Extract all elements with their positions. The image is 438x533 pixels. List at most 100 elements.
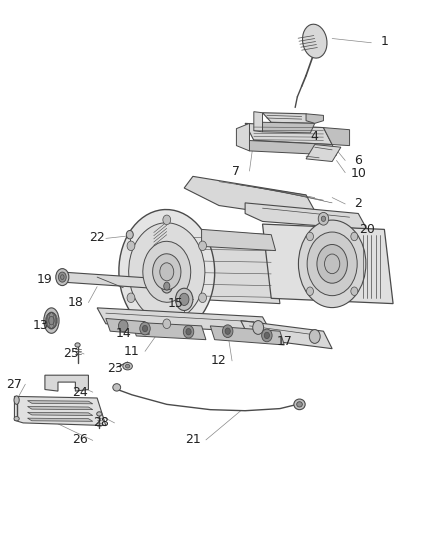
Ellipse shape <box>294 399 305 410</box>
Ellipse shape <box>119 209 215 334</box>
Polygon shape <box>28 407 93 410</box>
Text: 4: 4 <box>311 130 319 143</box>
Text: 11: 11 <box>124 345 140 358</box>
Ellipse shape <box>164 282 170 290</box>
Ellipse shape <box>58 272 66 282</box>
Circle shape <box>199 241 206 251</box>
Ellipse shape <box>125 365 130 368</box>
Text: 18: 18 <box>67 295 83 309</box>
Circle shape <box>351 287 358 295</box>
Circle shape <box>118 320 128 332</box>
Circle shape <box>142 325 148 332</box>
Polygon shape <box>237 123 250 151</box>
Polygon shape <box>241 320 332 349</box>
Polygon shape <box>245 140 336 155</box>
Text: 6: 6 <box>354 154 362 167</box>
Circle shape <box>184 325 194 338</box>
Circle shape <box>186 328 191 335</box>
Polygon shape <box>262 113 315 123</box>
Text: 21: 21 <box>185 433 201 446</box>
Ellipse shape <box>317 245 347 283</box>
Text: 20: 20 <box>359 223 375 236</box>
Polygon shape <box>58 272 184 290</box>
Circle shape <box>351 232 358 241</box>
Text: 13: 13 <box>33 319 49 333</box>
Ellipse shape <box>46 312 57 329</box>
Polygon shape <box>184 176 345 224</box>
Ellipse shape <box>60 274 64 279</box>
Circle shape <box>261 329 272 342</box>
Circle shape <box>199 293 206 303</box>
Ellipse shape <box>297 402 302 407</box>
Ellipse shape <box>49 317 54 325</box>
Ellipse shape <box>14 417 19 421</box>
Polygon shape <box>245 203 367 229</box>
Ellipse shape <box>44 308 59 333</box>
Ellipse shape <box>56 269 69 286</box>
Text: 25: 25 <box>63 348 79 360</box>
Ellipse shape <box>325 254 340 273</box>
Polygon shape <box>254 112 262 132</box>
Polygon shape <box>323 127 350 146</box>
Polygon shape <box>210 326 284 345</box>
Circle shape <box>307 287 314 295</box>
Text: 15: 15 <box>168 297 184 310</box>
Polygon shape <box>14 397 106 425</box>
Ellipse shape <box>123 362 132 370</box>
Text: 23: 23 <box>107 362 123 375</box>
Polygon shape <box>262 224 393 304</box>
Ellipse shape <box>180 293 189 305</box>
Ellipse shape <box>309 329 320 343</box>
Ellipse shape <box>176 288 193 311</box>
Text: 28: 28 <box>94 416 110 430</box>
Polygon shape <box>97 308 271 333</box>
Text: 1: 1 <box>381 35 389 47</box>
Ellipse shape <box>161 279 172 293</box>
Ellipse shape <box>113 384 120 391</box>
Polygon shape <box>28 418 93 421</box>
Ellipse shape <box>143 241 191 302</box>
Polygon shape <box>201 229 276 251</box>
Text: 14: 14 <box>115 327 131 341</box>
Ellipse shape <box>303 24 327 58</box>
Text: 26: 26 <box>72 433 88 446</box>
Text: 7: 7 <box>233 165 240 177</box>
Circle shape <box>264 332 269 338</box>
Polygon shape <box>306 114 323 123</box>
Ellipse shape <box>160 263 174 281</box>
Text: 19: 19 <box>37 273 53 286</box>
Circle shape <box>140 322 150 335</box>
Ellipse shape <box>253 320 264 334</box>
Polygon shape <box>306 144 341 161</box>
Circle shape <box>225 328 230 334</box>
Ellipse shape <box>298 220 366 308</box>
Text: 10: 10 <box>350 167 366 180</box>
Ellipse shape <box>97 412 102 416</box>
Ellipse shape <box>14 396 19 405</box>
Polygon shape <box>45 375 88 391</box>
Circle shape <box>223 325 233 337</box>
Circle shape <box>307 232 314 241</box>
Ellipse shape <box>129 223 205 321</box>
Ellipse shape <box>75 343 80 347</box>
Text: 2: 2 <box>354 197 362 211</box>
Circle shape <box>126 230 133 239</box>
Text: 24: 24 <box>72 386 88 399</box>
Circle shape <box>127 293 135 303</box>
Text: 27: 27 <box>7 378 22 391</box>
Polygon shape <box>106 318 149 334</box>
Circle shape <box>127 241 135 251</box>
Ellipse shape <box>307 232 357 296</box>
Circle shape <box>163 319 171 328</box>
Circle shape <box>318 213 328 225</box>
Polygon shape <box>132 322 206 340</box>
Polygon shape <box>28 413 93 416</box>
Text: 22: 22 <box>89 231 105 244</box>
Ellipse shape <box>152 254 181 290</box>
Polygon shape <box>262 122 315 133</box>
Polygon shape <box>28 401 93 404</box>
Text: 17: 17 <box>276 335 292 348</box>
Polygon shape <box>167 229 280 304</box>
Polygon shape <box>245 123 332 144</box>
Circle shape <box>163 215 171 224</box>
